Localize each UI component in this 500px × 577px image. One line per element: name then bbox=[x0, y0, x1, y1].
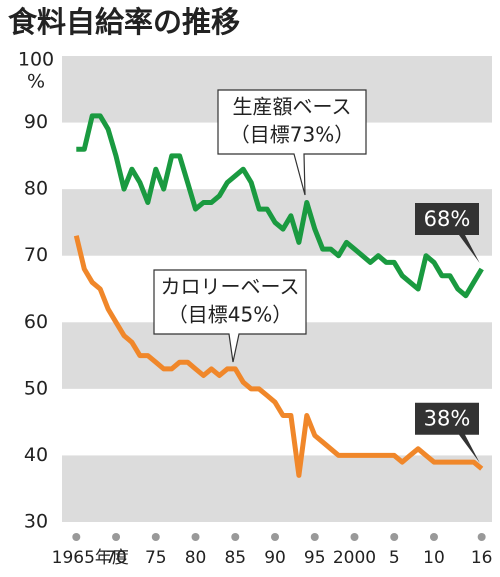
annotation: 生産額ベース bbox=[233, 95, 352, 119]
x-tick-mark bbox=[477, 533, 486, 541]
x-tick-label: 1965年度 bbox=[52, 548, 129, 568]
x-tick-label: 90 bbox=[264, 548, 286, 568]
y-tick-label: 90 bbox=[24, 111, 48, 133]
x-tick-label: 80 bbox=[185, 548, 207, 568]
x-tick-mark bbox=[151, 533, 160, 541]
y-tick-label: 50 bbox=[24, 377, 48, 399]
x-tick-label: 5 bbox=[389, 548, 400, 568]
x-tick-label: 85 bbox=[224, 548, 246, 568]
x-tick-mark bbox=[310, 533, 319, 541]
annotation: カロリーベース bbox=[161, 275, 300, 299]
end-label-box bbox=[415, 402, 480, 463]
series-line bbox=[76, 113, 484, 299]
x-tick-mark bbox=[429, 533, 438, 541]
x-tick-mark bbox=[390, 533, 399, 541]
x-tick-mark bbox=[112, 533, 121, 541]
chart-title: 食料自給率の推移 bbox=[8, 5, 240, 39]
callout bbox=[153, 269, 307, 363]
x-tick-mark bbox=[350, 533, 359, 541]
y-tick-label: 60 bbox=[24, 311, 48, 333]
x-tick-mark bbox=[231, 533, 240, 541]
series-line bbox=[73, 235, 484, 478]
x-tick-mark bbox=[191, 533, 200, 541]
annotation: （目標45%） bbox=[168, 303, 292, 327]
end-label: 68% bbox=[424, 207, 471, 231]
y-tick-label: 70 bbox=[24, 244, 48, 266]
x-tick-mark bbox=[271, 533, 280, 541]
callout bbox=[217, 89, 367, 196]
x-tick-label: 95 bbox=[304, 548, 326, 568]
band bbox=[62, 455, 492, 522]
x-tick-label: 70 bbox=[105, 548, 127, 568]
y-tick-label: 30 bbox=[24, 511, 48, 533]
x-tick-label: 2000 bbox=[333, 548, 376, 568]
end-label-box bbox=[415, 203, 480, 264]
y-tick-label: 40 bbox=[24, 444, 48, 466]
annotation: （目標73%） bbox=[230, 123, 354, 147]
x-tick-label: 10 bbox=[423, 548, 445, 568]
end-label: 38% bbox=[424, 407, 471, 431]
y-tick-label: 80 bbox=[24, 178, 48, 200]
x-tick-mark bbox=[72, 533, 81, 541]
y-unit: % bbox=[27, 71, 45, 93]
x-tick-label: 75 bbox=[145, 548, 167, 568]
y-tick-label: 100 bbox=[18, 49, 54, 71]
x-tick-label: 16 bbox=[471, 548, 493, 568]
